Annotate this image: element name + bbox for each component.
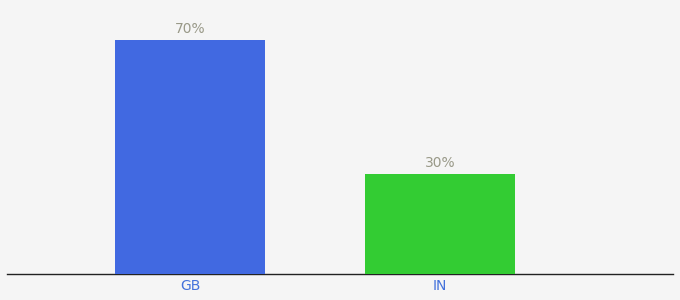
Text: 30%: 30% — [424, 155, 455, 170]
Text: 70%: 70% — [175, 22, 205, 36]
Bar — [115, 40, 265, 274]
Bar — [365, 173, 515, 274]
